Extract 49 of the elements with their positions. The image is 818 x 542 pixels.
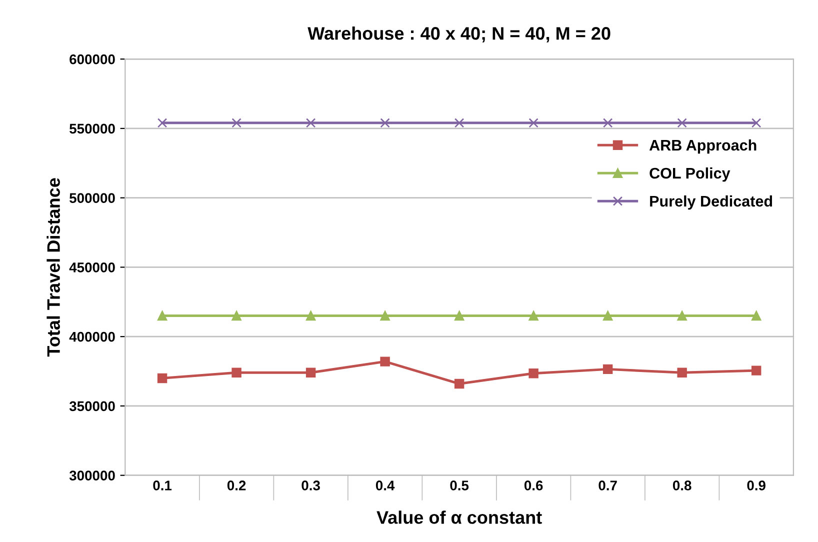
y-tick-label: 600000 [70, 54, 115, 64]
point [528, 118, 538, 128]
x-tick-label: 0.9 [747, 480, 766, 490]
point [157, 118, 168, 128]
x-tick-label: 0.8 [672, 480, 692, 490]
point [677, 310, 687, 321]
y-tick-label: 550000 [70, 124, 115, 134]
point [306, 310, 316, 321]
y-axis-title: Total Travel Distance [46, 178, 60, 357]
point [602, 364, 613, 374]
x-tick-label: 0.7 [598, 480, 617, 490]
y-tick-label: 500000 [70, 193, 115, 203]
x-tick-label: 0.6 [524, 480, 543, 490]
point [157, 310, 168, 321]
point [677, 118, 687, 128]
point [454, 118, 464, 128]
chart-title: Warehouse : 40 x 40; N = 40, M = 20 [308, 26, 610, 42]
point [454, 378, 464, 389]
point [380, 310, 390, 321]
x-tick-label: 0.4 [376, 480, 395, 490]
point [306, 368, 316, 378]
point [232, 310, 242, 321]
point [677, 368, 687, 378]
point [380, 118, 390, 128]
point [602, 310, 613, 321]
x-tick-label: 0.2 [227, 480, 246, 490]
y-tick-label: 350000 [69, 401, 115, 412]
legend-label: COL Policy [650, 167, 730, 182]
x-tick-label: 0.5 [450, 480, 469, 490]
point [306, 118, 316, 128]
y-tick-label: 400000 [69, 332, 115, 342]
x-axis-title: Value of α constant [376, 510, 542, 524]
point [232, 368, 242, 378]
y-tick-label: 300000 [69, 470, 115, 481]
point [751, 310, 762, 321]
legend-label: ARB Approach [649, 139, 756, 154]
point [528, 310, 538, 321]
point [751, 366, 762, 376]
point [157, 373, 168, 384]
point [602, 118, 613, 128]
legend-label: Purely Dedicated [650, 195, 772, 210]
x-tick-label: 0.1 [153, 480, 172, 490]
y-tick-label: 450000 [69, 262, 115, 272]
point [528, 368, 538, 378]
point [454, 310, 464, 321]
point [751, 118, 762, 128]
point [380, 356, 390, 366]
x-tick-label: 0.3 [302, 480, 320, 490]
point [232, 118, 242, 128]
